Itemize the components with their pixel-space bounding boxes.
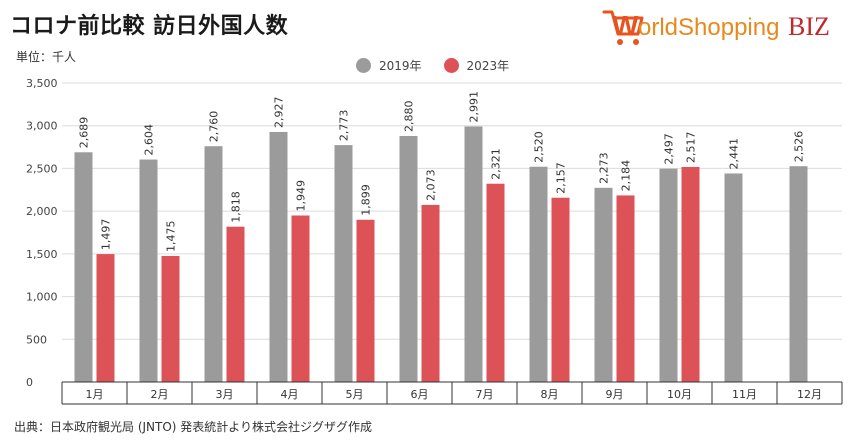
y-tick-label: 2,000 [26,205,58,218]
data-label: 2,517 [685,131,698,163]
legend-swatch-2023 [443,58,459,73]
bar-2019 [594,187,613,382]
source-note: 出典：日本政府観光局 (JNTO) 発表統計より株式会社ジグザグ作成 [14,420,373,434]
data-label: 2,689 [78,117,91,149]
brand-biz: BIZ [788,12,830,41]
data-label: 1,818 [230,191,243,223]
data-label: 2,526 [793,131,806,163]
y-tick-label: 1,000 [26,291,58,304]
brand-w: W [612,10,639,41]
legend-label-2019: 2019年 [379,59,422,73]
unit-label: 単位：千人 [16,50,77,64]
data-label: 1,949 [295,180,308,212]
x-tick-label: 10月 [667,388,692,401]
legend-label-2023: 2023年 [466,59,510,73]
data-label: 2,604 [143,124,156,156]
y-tick-label: 3,000 [26,120,58,133]
data-label: 2,520 [533,131,546,163]
data-label: 2,760 [208,111,221,143]
bar-2019 [269,131,288,382]
brand-name: orldShopping [638,14,779,41]
bar-2019 [789,166,808,382]
x-tick-label: 1月 [86,388,104,401]
legend-item-2019: 2019年 [356,57,422,74]
x-tick-label: 2月 [151,388,169,401]
bar-2023 [551,197,570,382]
shopping-cart-icon [602,10,644,45]
bar-2023 [486,183,505,382]
x-tick-label: 11月 [732,388,757,401]
bar-2023 [356,219,375,382]
data-label: 2,157 [555,162,568,194]
bar-2019 [399,135,418,382]
y-tick-label: 2,500 [26,162,58,175]
bar-2023 [421,204,440,382]
data-label: 2,441 [728,138,741,170]
brand-logo: W orldShopping BIZ [602,10,830,45]
bar-2019 [464,126,483,382]
legend-swatch-2019 [356,58,371,73]
legend-item-2023: 2023年 [443,57,510,74]
bar-2023 [291,215,310,382]
data-label: 2,927 [273,96,286,128]
data-label: 2,321 [490,148,503,180]
data-label: 2,497 [663,133,676,165]
y-tick-label: 0 [26,376,33,389]
bar-2019 [204,146,223,382]
bar-2019 [724,173,743,382]
bar-2023 [616,195,635,382]
data-label: 2,273 [598,152,611,184]
bar-2019 [529,166,548,382]
data-label: 2,773 [338,110,351,142]
data-label: 2,991 [468,91,481,123]
bar-2023 [681,166,700,382]
x-tick-label: 12月 [797,388,822,401]
bar-2019 [659,168,678,382]
data-label: 1,497 [100,219,113,251]
x-tick-label: 4月 [281,388,299,401]
bar-2019 [139,159,158,382]
y-tick-label: 1,500 [26,248,58,261]
bar-2023 [226,226,245,382]
bar-2023 [161,255,180,382]
chart-title: コロナ前比較 訪日外国人数 [10,14,289,39]
data-label: 2,880 [403,100,416,132]
x-tick-label: 3月 [216,388,234,401]
data-label: 2,073 [425,169,438,201]
x-tick-label: 7月 [476,388,494,401]
legend: 2019年 2023年 [356,57,531,74]
data-label: 1,899 [360,184,373,216]
bar-2019 [334,145,353,382]
y-tick-label: 3,500 [26,77,58,90]
y-tick-label: 500 [26,333,47,346]
x-tick-label: 5月 [346,388,364,401]
bar-2023 [96,254,115,382]
data-label: 2,184 [620,160,633,192]
data-label: 1,475 [165,220,178,252]
x-tick-label: 9月 [606,388,624,401]
x-tick-label: 6月 [411,388,429,401]
x-tick-label: 8月 [541,388,559,401]
bar-2019 [74,152,93,382]
